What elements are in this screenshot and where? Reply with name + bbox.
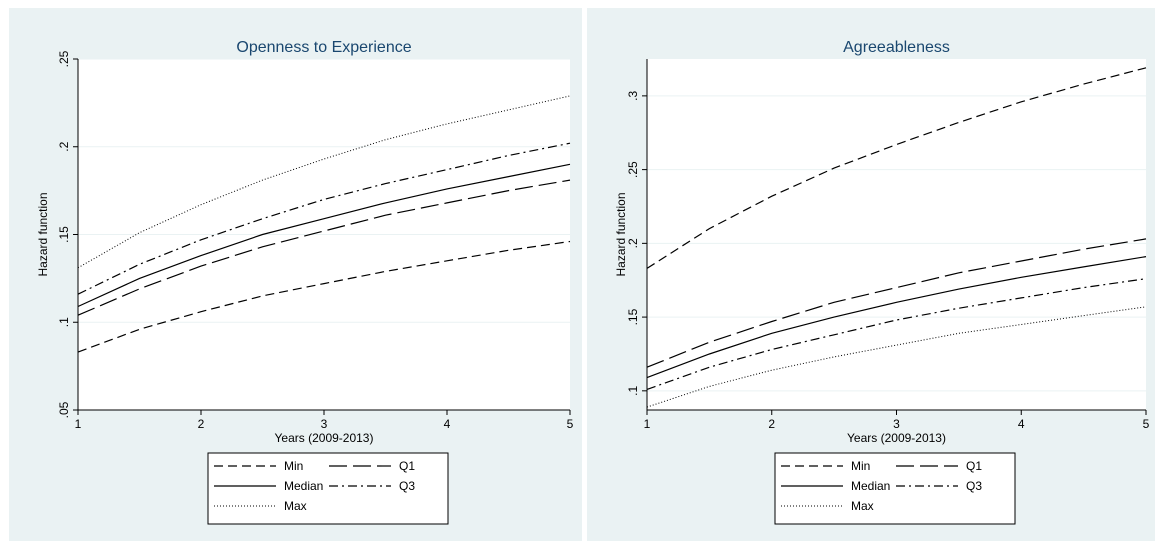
legend-label-max: Max: [284, 499, 307, 513]
series-line-max: [77, 95, 571, 269]
legend-label-max: Max: [851, 499, 874, 513]
y-tick-label: .25: [626, 161, 640, 178]
x-tick-label: 2: [768, 417, 775, 431]
y-axis-label: Hazard function: [614, 192, 628, 276]
x-tick-label: 1: [75, 417, 82, 431]
legend-label-q1: Q1: [399, 459, 415, 473]
series-line-max: [646, 306, 1147, 408]
x-tick-label: 3: [321, 417, 328, 431]
legend-label-q1: Q1: [966, 459, 982, 473]
x-tick-label: 2: [198, 417, 205, 431]
chart-panel-2: .1 .15 .2 .25 .3 1 2 3 4 5 Agreeableness Years (200…: [587, 8, 1155, 541]
y-tick-label: .2: [626, 238, 640, 248]
legend-box: [207, 452, 449, 525]
x-tick-label: 4: [444, 417, 451, 431]
legend-label-median: Median: [284, 479, 323, 493]
series-line-q1: [77, 179, 571, 316]
y-tick-label: .05: [57, 401, 71, 418]
legend-label-min: Min: [284, 459, 303, 473]
y-tick-label: .3: [626, 91, 640, 101]
legend-label-q3: Q3: [399, 479, 415, 493]
chart-panel-1: .05 .1 .15 .2 .25 1 2 3 4 5 Openness to Experience…: [9, 8, 582, 541]
x-tick-label: 5: [1143, 417, 1150, 431]
series-line-median: [646, 256, 1147, 379]
y-tick-label: .1: [57, 317, 71, 327]
x-tick-label: 5: [567, 417, 574, 431]
y-tick-label: .2: [57, 141, 71, 151]
x-tick-label: 3: [893, 417, 900, 431]
legend-label-min: Min: [851, 459, 870, 473]
x-axis-label: Years (2009-2013): [847, 431, 946, 445]
legend-label-median: Median: [851, 479, 890, 493]
y-tick-label: .1: [626, 386, 640, 396]
y-tick-label: .25: [57, 50, 71, 67]
x-tick-label: 1: [644, 417, 651, 431]
x-tick-label: 4: [1018, 417, 1025, 431]
chart-title: Agreeableness: [843, 39, 950, 56]
chart-title: Openness to Experience: [236, 39, 411, 56]
series-line-min: [77, 240, 571, 353]
series-line-q1: [646, 238, 1147, 368]
series-line-median: [77, 163, 571, 308]
legend-box: [774, 452, 1016, 525]
y-tick-label: .15: [57, 226, 71, 243]
legend-label-q3: Q3: [966, 479, 982, 493]
series-line-min: [646, 67, 1147, 269]
plot-area: [647, 59, 1146, 410]
series-line-q3: [77, 142, 571, 295]
x-axis-label: Years (2009-2013): [275, 431, 374, 445]
y-axis-label: Hazard function: [36, 192, 50, 276]
y-tick-label: .15: [626, 308, 640, 325]
